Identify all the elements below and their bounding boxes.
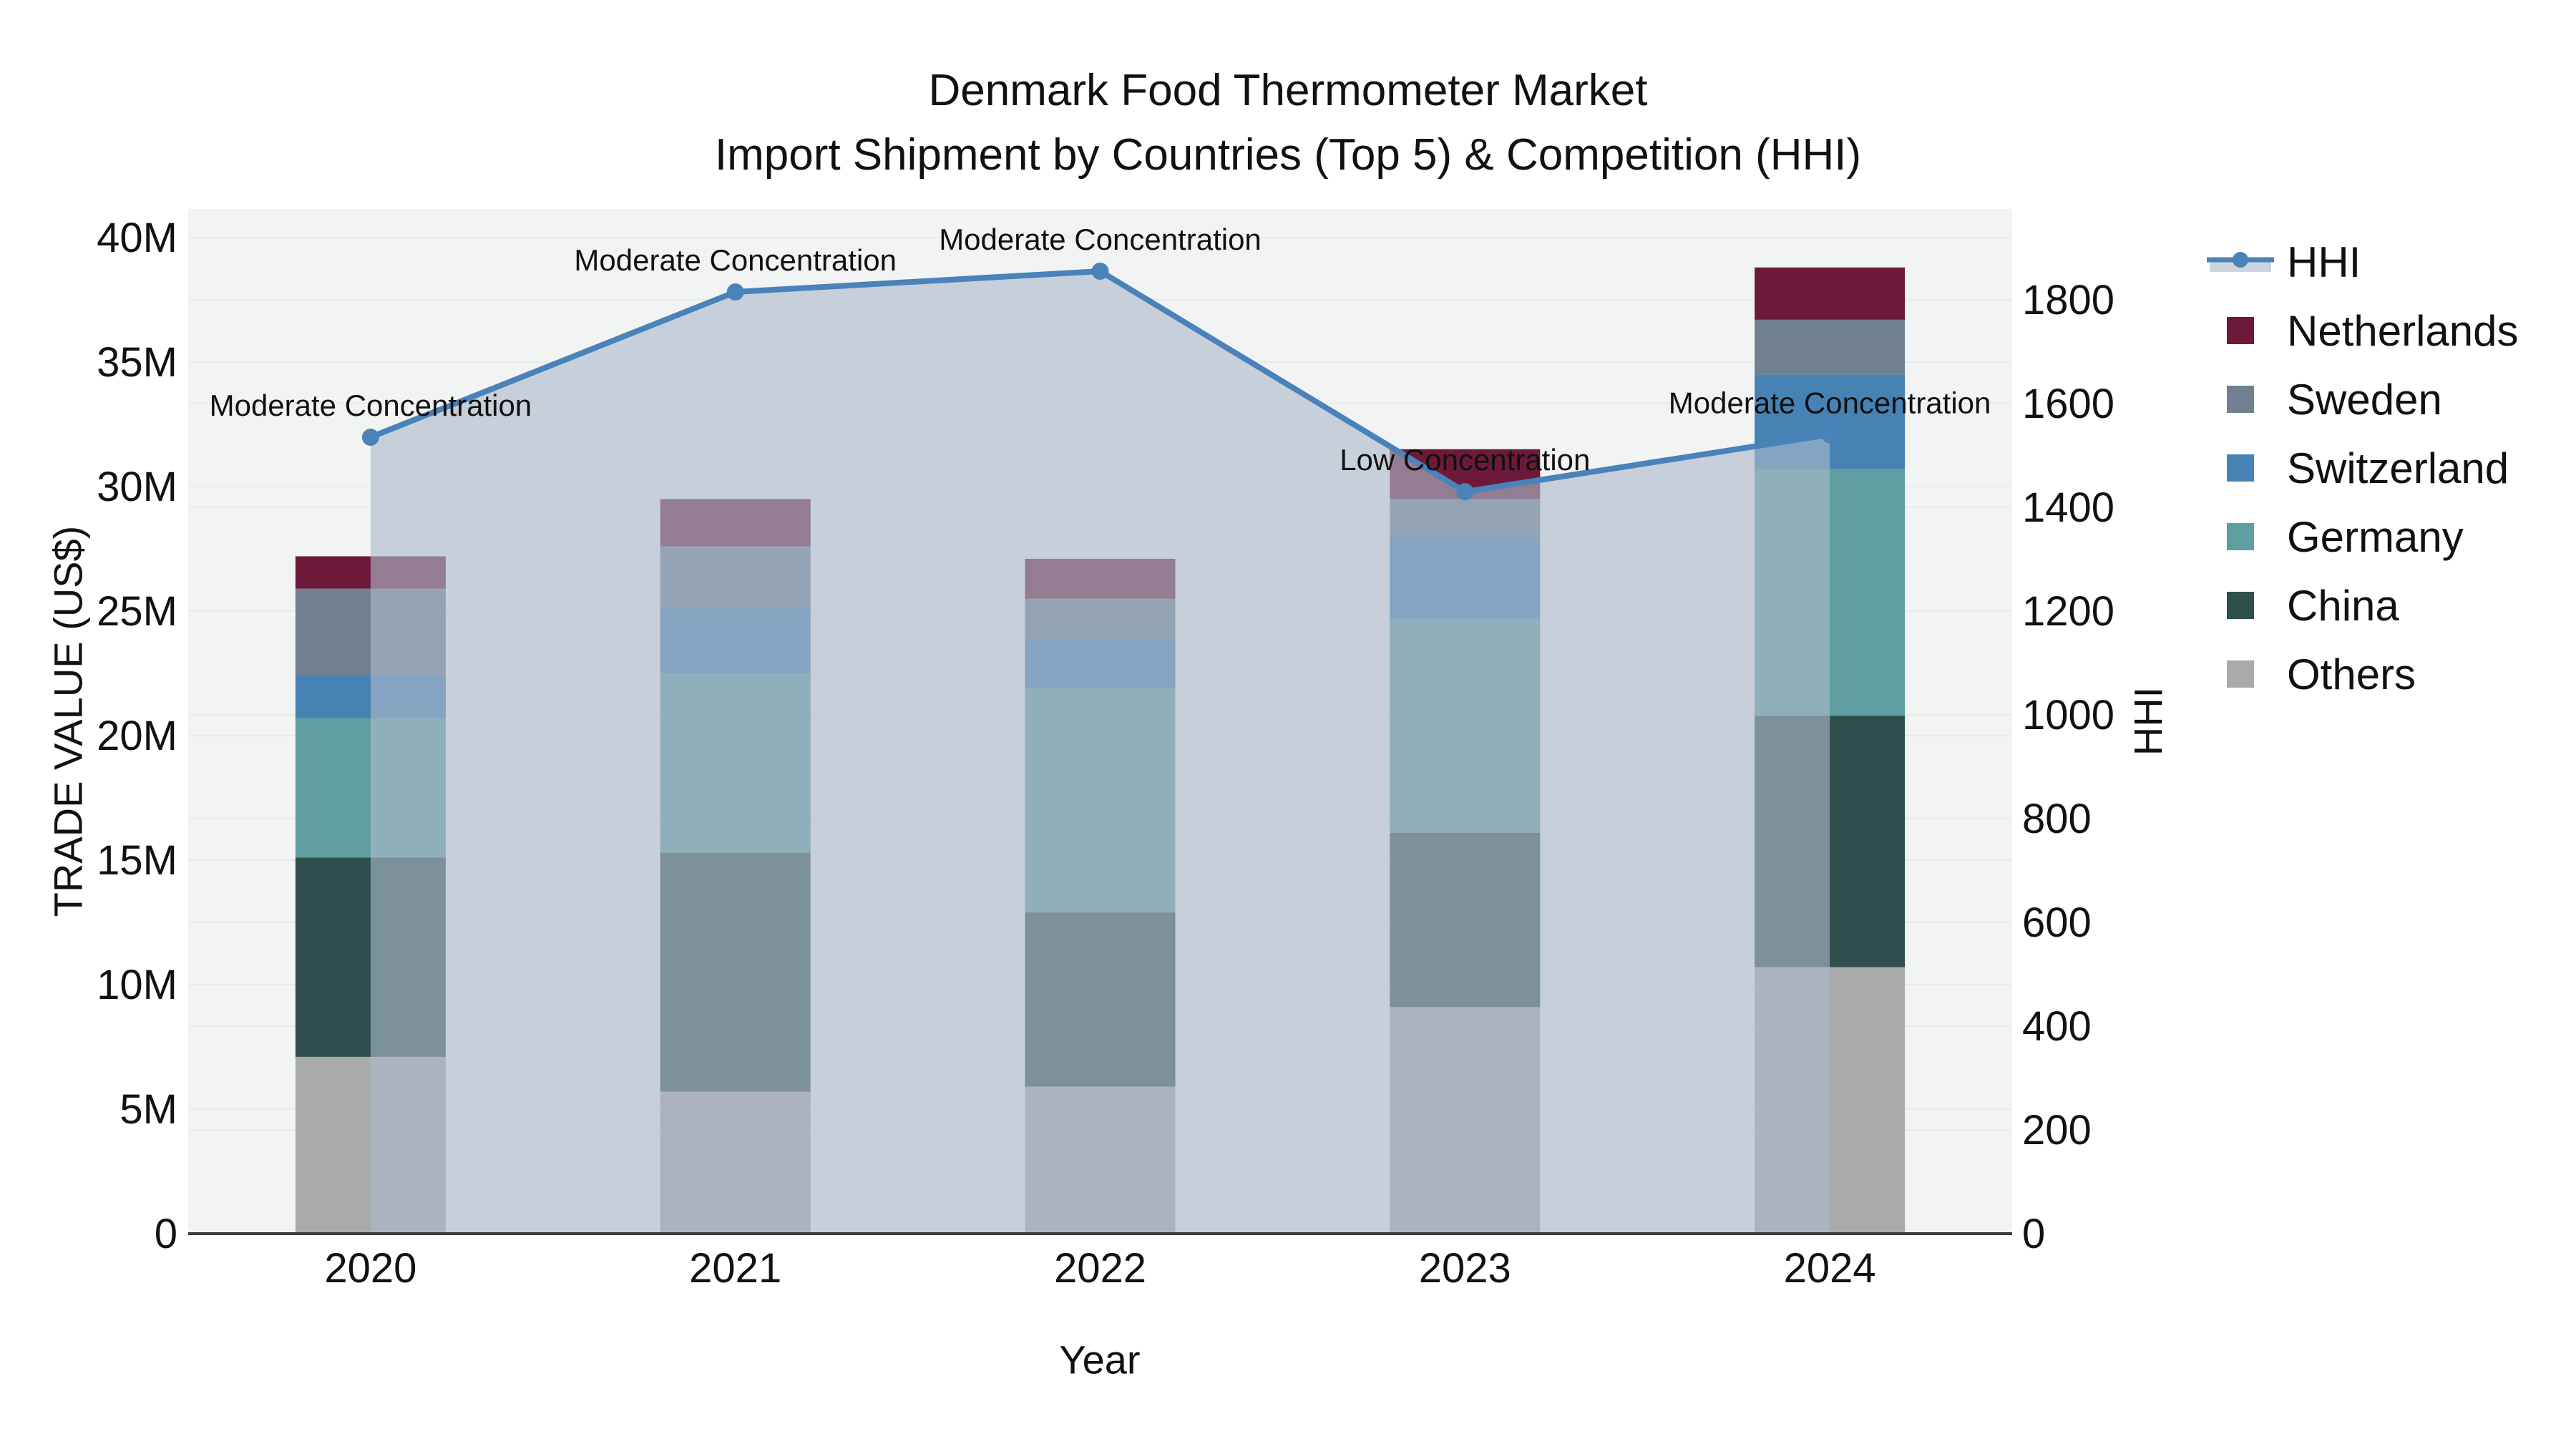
legend-label: Germany xyxy=(2287,512,2464,561)
others-color-swatch-icon xyxy=(2227,660,2254,688)
annotation-2020: Moderate Concentration xyxy=(210,389,532,422)
hhi-marker-2020[interactable] xyxy=(361,429,379,447)
germany-color-swatch-icon xyxy=(2227,523,2254,550)
y-tick-label-left: 35M xyxy=(97,339,177,386)
x-tick-label: 2021 xyxy=(689,1245,781,1292)
legend-label: China xyxy=(2287,581,2399,630)
legend-item-germany[interactable]: Germany xyxy=(2207,502,2519,571)
y-tick-label-right: 1800 xyxy=(2022,277,2114,323)
y-tick-label-left: 30M xyxy=(97,464,177,510)
legend-label: Sweden xyxy=(2287,375,2442,424)
annotation-2024: Moderate Concentration xyxy=(1669,386,1991,419)
y-tick-label-right: 1000 xyxy=(2022,692,2114,738)
legend-label: Netherlands xyxy=(2287,306,2519,355)
legend-item-switzerland[interactable]: Switzerland xyxy=(2207,434,2519,502)
y-tick-label-left: 10M xyxy=(97,962,177,1008)
bar-segment-sweden-2024[interactable] xyxy=(1755,319,1906,375)
x-tick-label: 2024 xyxy=(1784,1245,1876,1292)
chart-title: Denmark Food Thermometer Market Import S… xyxy=(0,59,2576,187)
x-tick-label: 2020 xyxy=(324,1245,416,1292)
hhi-marker-2022[interactable] xyxy=(1091,263,1109,280)
sweden-legend-swatch xyxy=(2207,365,2274,434)
switzerland-legend-swatch xyxy=(2207,434,2274,502)
y-axis-title-left: TRADE VALUE (US$) xyxy=(45,525,91,917)
x-tick-label: 2023 xyxy=(1419,1245,1511,1292)
bar-segment-netherlands-2024[interactable] xyxy=(1755,267,1906,320)
hhi-marker-2023[interactable] xyxy=(1456,483,1474,501)
legend-item-others[interactable]: Others xyxy=(2207,640,2519,708)
legend-item-hhi[interactable]: HHI xyxy=(2207,228,2519,296)
y-tick-label-right: 400 xyxy=(2022,1003,2092,1050)
hhi-line-icon xyxy=(2207,252,2274,272)
legend-item-china[interactable]: China xyxy=(2207,571,2519,640)
china-color-swatch-icon xyxy=(2227,592,2254,619)
others-legend-swatch xyxy=(2207,640,2274,708)
hhi-marker-2021[interactable] xyxy=(726,283,744,301)
hhi-legend-swatch xyxy=(2207,228,2274,296)
legend: HHI Netherlands Sweden Switzerland Germany Ch… xyxy=(2207,228,2519,708)
legend-item-sweden[interactable]: Sweden xyxy=(2207,365,2519,434)
annotation-2022: Moderate Concentration xyxy=(939,223,1262,256)
legend-label: Others xyxy=(2287,650,2416,698)
hhi-area-fill xyxy=(370,271,1830,1234)
annotation-2021: Moderate Concentration xyxy=(574,243,897,277)
chart-title-line1: Denmark Food Thermometer Market xyxy=(928,66,1648,115)
netherlands-color-swatch-icon xyxy=(2227,317,2254,344)
y-tick-label-right: 1200 xyxy=(2022,588,2114,635)
y-tick-label-right: 800 xyxy=(2022,796,2092,842)
y-tick-label-right: 0 xyxy=(2022,1211,2045,1257)
sweden-color-swatch-icon xyxy=(2227,386,2254,413)
china-legend-swatch xyxy=(2207,571,2274,640)
netherlands-legend-swatch xyxy=(2207,296,2274,365)
y-axis-title-right: HHI xyxy=(2125,686,2171,756)
y-tick-label-right: 1600 xyxy=(2022,381,2114,427)
chart-title-line2: Import Shipment by Countries (Top 5) & C… xyxy=(714,130,1862,180)
switzerland-color-swatch-icon xyxy=(2227,454,2254,482)
y-tick-label-left: 40M xyxy=(97,215,177,261)
x-tick-label: 2022 xyxy=(1054,1245,1146,1292)
legend-label: HHI xyxy=(2287,238,2361,286)
y-tick-label-left: 0 xyxy=(155,1211,177,1257)
tick-labels: 0 5M 10M 15M 20M 25M 30M 35M 40M 0 200 400 600 800 100… xyxy=(97,215,2114,1292)
y-tick-label-right: 1400 xyxy=(2022,484,2114,531)
y-tick-label-left: 15M xyxy=(97,837,177,884)
legend-item-netherlands[interactable]: Netherlands xyxy=(2207,296,2519,365)
legend-label: Switzerland xyxy=(2287,444,2509,492)
germany-legend-swatch xyxy=(2207,502,2274,571)
y-tick-label-left: 25M xyxy=(97,588,177,635)
y-tick-label-right: 200 xyxy=(2022,1107,2092,1153)
y-tick-label-right: 600 xyxy=(2022,899,2092,946)
y-tick-label-left: 20M xyxy=(97,713,177,759)
hhi-marker-2024[interactable] xyxy=(1821,426,1839,444)
x-axis-title: Year xyxy=(1059,1337,1141,1382)
annotation-2023: Low Concentration xyxy=(1340,443,1590,477)
y-tick-label-left: 5M xyxy=(119,1086,177,1133)
